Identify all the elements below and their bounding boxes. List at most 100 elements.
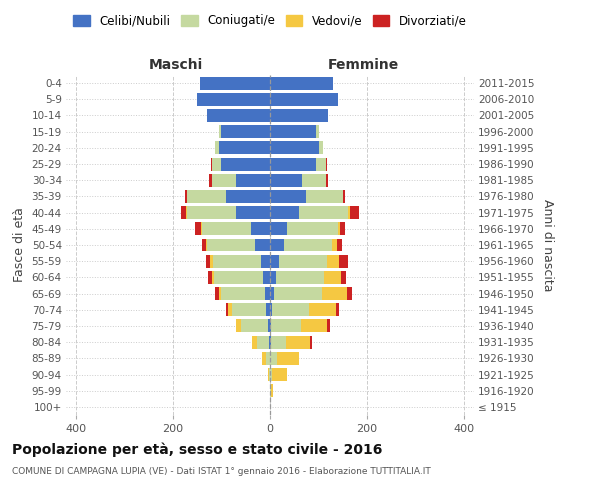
Bar: [232, 304, 266, 316]
Bar: [340, 222, 345, 235]
Bar: [201, 222, 202, 235]
Bar: [270, 76, 333, 90]
Y-axis label: Fasce di età: Fasce di età: [13, 208, 26, 282]
Bar: [202, 238, 206, 252]
Bar: [241, 320, 268, 332]
Y-axis label: Anni di nascita: Anni di nascita: [541, 198, 554, 291]
Bar: [257, 336, 269, 348]
Bar: [270, 287, 274, 300]
Bar: [197, 93, 270, 106]
Bar: [270, 125, 316, 138]
Bar: [337, 238, 342, 252]
Bar: [270, 271, 276, 284]
Bar: [195, 222, 201, 235]
Text: Popolazione per età, sesso e stato civile - 2016: Popolazione per età, sesso e stato civil…: [12, 442, 382, 457]
Bar: [307, 190, 343, 203]
Bar: [335, 304, 340, 316]
Legend: Celibi/Nubili, Coniugati/e, Vedovi/e, Divorziati/e: Celibi/Nubili, Coniugati/e, Vedovi/e, Di…: [70, 11, 470, 31]
Bar: [215, 287, 219, 300]
Bar: [210, 254, 212, 268]
Bar: [332, 238, 337, 252]
Bar: [228, 304, 232, 316]
Bar: [301, 320, 328, 332]
Bar: [215, 142, 219, 154]
Text: COMUNE DI CAMPAGNA LUPIA (VE) - Dati ISTAT 1° gennaio 2016 - Elaborazione TUTTIT: COMUNE DI CAMPAGNA LUPIA (VE) - Dati IST…: [12, 468, 431, 476]
Text: Maschi: Maschi: [149, 58, 203, 72]
Bar: [270, 190, 307, 203]
Bar: [270, 368, 272, 381]
Bar: [187, 206, 236, 219]
Bar: [270, 238, 284, 252]
Bar: [236, 320, 241, 332]
Bar: [268, 368, 269, 381]
Bar: [261, 254, 270, 268]
Bar: [208, 271, 212, 284]
Bar: [277, 352, 299, 365]
Bar: [302, 174, 326, 186]
Bar: [268, 320, 270, 332]
Bar: [309, 304, 335, 316]
Bar: [341, 271, 346, 284]
Bar: [202, 222, 251, 235]
Bar: [263, 271, 270, 284]
Bar: [212, 174, 236, 186]
Bar: [347, 287, 352, 300]
Bar: [299, 206, 348, 219]
Bar: [221, 158, 270, 170]
Bar: [226, 304, 228, 316]
Bar: [262, 352, 266, 365]
Bar: [284, 238, 332, 252]
Bar: [219, 142, 270, 154]
Bar: [187, 190, 226, 203]
Bar: [328, 254, 340, 268]
Bar: [211, 158, 212, 170]
Bar: [272, 368, 287, 381]
Bar: [221, 125, 270, 138]
Bar: [319, 142, 323, 154]
Bar: [266, 352, 270, 365]
Bar: [269, 336, 270, 348]
Bar: [209, 174, 212, 186]
Bar: [340, 254, 348, 268]
Bar: [272, 304, 309, 316]
Bar: [270, 142, 319, 154]
Bar: [270, 222, 287, 235]
Bar: [270, 158, 316, 170]
Bar: [322, 287, 347, 300]
Bar: [270, 384, 271, 397]
Bar: [206, 238, 207, 252]
Bar: [270, 206, 299, 219]
Bar: [212, 254, 261, 268]
Bar: [325, 271, 341, 284]
Bar: [348, 206, 350, 219]
Bar: [270, 93, 338, 106]
Bar: [270, 174, 302, 186]
Bar: [326, 158, 327, 170]
Bar: [274, 287, 322, 300]
Bar: [185, 190, 187, 203]
Bar: [279, 254, 328, 268]
Bar: [326, 174, 328, 186]
Text: Femmine: Femmine: [328, 58, 400, 72]
Bar: [270, 336, 271, 348]
Bar: [236, 174, 270, 186]
Bar: [270, 109, 328, 122]
Bar: [207, 109, 270, 122]
Bar: [206, 254, 210, 268]
Bar: [276, 271, 325, 284]
Bar: [270, 304, 272, 316]
Bar: [214, 271, 263, 284]
Bar: [221, 287, 265, 300]
Bar: [269, 368, 270, 381]
Bar: [310, 336, 312, 348]
Bar: [212, 271, 214, 284]
Bar: [236, 206, 270, 219]
Bar: [181, 206, 187, 219]
Bar: [343, 190, 345, 203]
Bar: [207, 238, 256, 252]
Bar: [265, 287, 270, 300]
Bar: [252, 336, 257, 348]
Bar: [226, 190, 270, 203]
Bar: [200, 76, 270, 90]
Bar: [271, 320, 301, 332]
